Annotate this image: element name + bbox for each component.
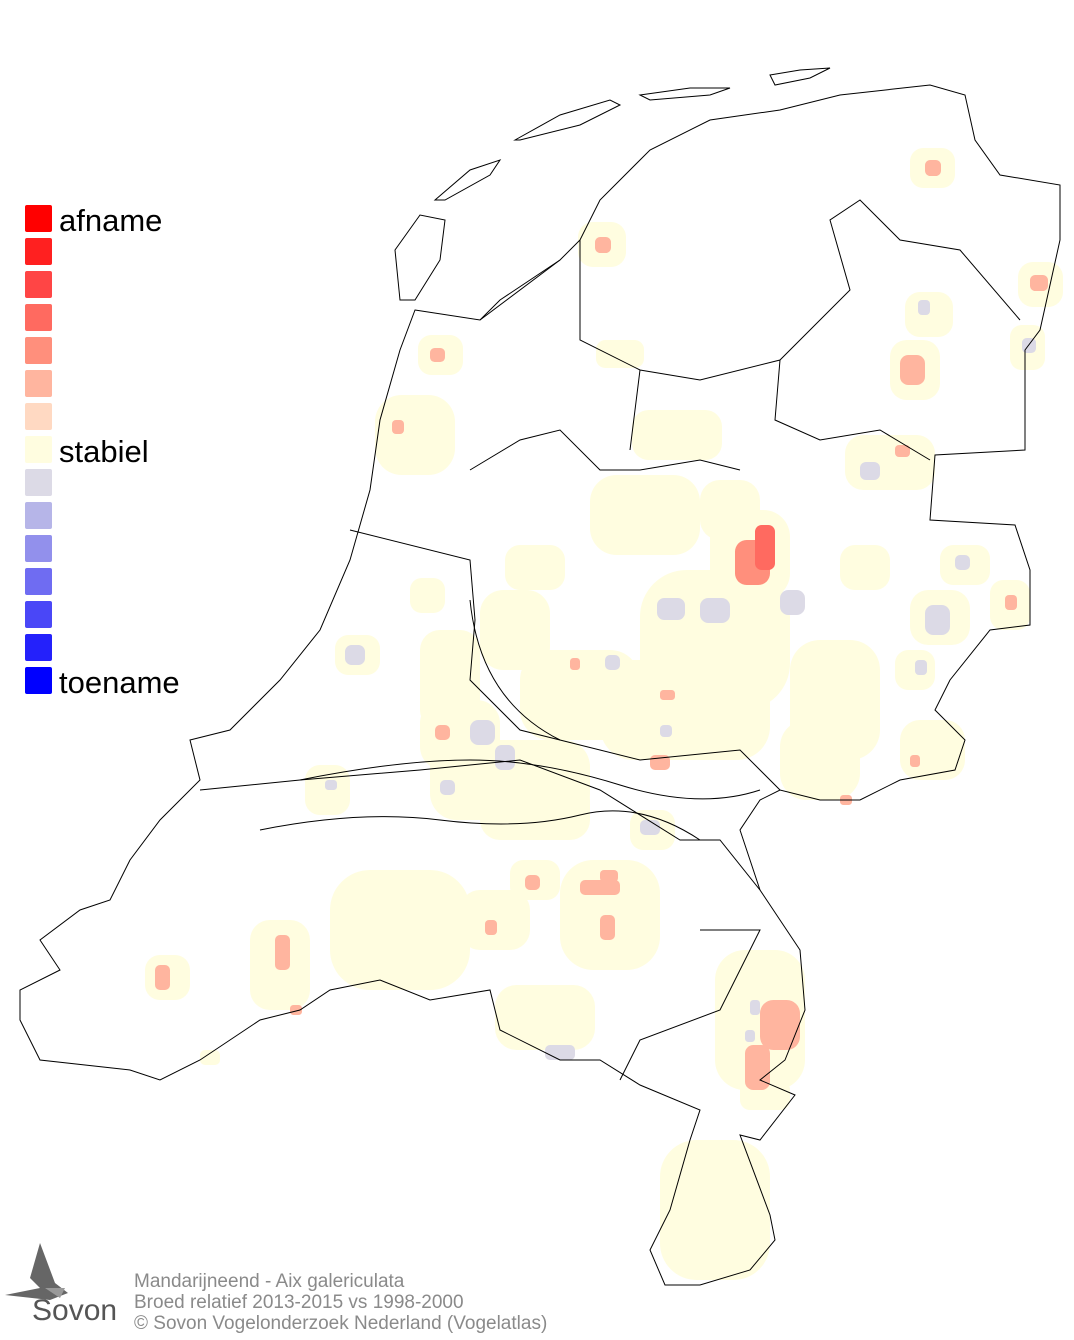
decrease-area (435, 725, 450, 740)
decrease-area (155, 965, 170, 990)
legend-swatch (25, 436, 52, 463)
decrease-area (430, 348, 445, 362)
increase-area (657, 598, 685, 620)
change-areas (145, 148, 1063, 1280)
stable-area (596, 340, 644, 368)
increase-area (470, 720, 495, 745)
increase-area (955, 555, 970, 570)
decrease-area (895, 445, 910, 457)
stable-area (632, 410, 722, 460)
decrease-area (660, 690, 675, 700)
increase-area (440, 780, 455, 795)
stable-area (590, 475, 700, 555)
decrease-area (580, 880, 620, 895)
increase-area (700, 598, 730, 623)
decrease-area (600, 915, 615, 940)
comparison-period: Broed relatief 2013-2015 vs 1998-2000 (134, 1292, 464, 1313)
decrease-area (755, 525, 775, 570)
stable-area (460, 890, 530, 950)
species-name: Mandarijneend - Aix galericulata (134, 1271, 405, 1292)
stable-area (410, 578, 445, 613)
decrease-area (595, 237, 611, 253)
sovon-swallow-logo-icon (5, 1243, 68, 1300)
decrease-area (745, 1045, 770, 1090)
stable-area (905, 292, 953, 337)
ijsselmeer-dike (469, 259, 741, 471)
island-texel (394, 214, 446, 301)
stable-area (375, 395, 455, 475)
stable-area (505, 545, 565, 590)
map-caption: Mandarijneend - Aix galericulata Broed r… (134, 1271, 547, 1334)
stable-area (840, 545, 890, 590)
increase-area (640, 820, 660, 835)
increase-area (495, 745, 515, 770)
country-outline (19, 67, 1061, 1286)
stable-area (495, 985, 595, 1050)
decrease-area (275, 935, 290, 970)
stable-area (600, 660, 770, 760)
legend-swatch (25, 502, 52, 529)
decrease-area (485, 920, 497, 935)
decrease-area (290, 1005, 302, 1015)
increase-area (660, 725, 672, 737)
increase-area (545, 1045, 575, 1060)
decrease-area (392, 420, 404, 434)
legend-swatch (25, 634, 52, 661)
increase-area (918, 300, 930, 315)
increase-area (860, 462, 880, 480)
stable-area (330, 870, 470, 990)
increase-area (925, 605, 950, 635)
decrease-area (1030, 275, 1048, 291)
copyright: © Sovon Vogelonderzoek Nederland (Vogela… (134, 1313, 548, 1334)
increase-area (325, 780, 337, 790)
island-schiermonnikoog (769, 67, 831, 86)
stable-area (305, 765, 350, 815)
legend-swatch (25, 304, 52, 331)
decrease-area (760, 1000, 800, 1050)
decrease-area (525, 875, 540, 890)
decrease-area (1005, 595, 1017, 610)
legend-swatch (25, 601, 52, 628)
legend-swatch (25, 238, 52, 265)
stable-area (780, 720, 860, 800)
island-vlieland (433, 159, 502, 201)
decrease-area (900, 355, 925, 385)
decrease-area (910, 755, 920, 767)
decrease-area (570, 658, 580, 670)
increase-area (605, 655, 620, 670)
increase-area (780, 590, 805, 615)
increase-area (915, 660, 927, 675)
stable-area (480, 780, 590, 840)
increase-area (745, 1030, 755, 1042)
stable-area (660, 1140, 770, 1280)
legend-swatch (25, 535, 52, 562)
increase-area (345, 645, 365, 665)
legend-swatch (25, 667, 52, 694)
stable-area (845, 435, 935, 490)
stable-area (480, 590, 550, 670)
island-terschelling (513, 99, 622, 141)
legend-swatch (25, 469, 52, 496)
mainland-outline (19, 84, 1061, 1286)
decrease-area (600, 870, 618, 882)
legend-label-stable: stabiel (59, 434, 149, 469)
stable-area (200, 1050, 220, 1065)
increase-area (750, 1000, 760, 1015)
province-borders (199, 199, 1021, 1081)
legend-swatch (25, 271, 52, 298)
legend-swatch (25, 403, 52, 430)
island-ameland (638, 87, 731, 101)
decrease-area (925, 160, 941, 176)
legend-swatch (25, 370, 52, 397)
legend-label-decrease: afname (59, 203, 163, 238)
legend-label-increase: toename (59, 665, 180, 700)
legend-swatch (25, 337, 52, 364)
stable-area (900, 720, 965, 780)
legend-swatch (25, 568, 52, 595)
rivers (259, 599, 761, 841)
logo-text: Sovon (32, 1294, 118, 1327)
legend-swatch (25, 205, 52, 232)
